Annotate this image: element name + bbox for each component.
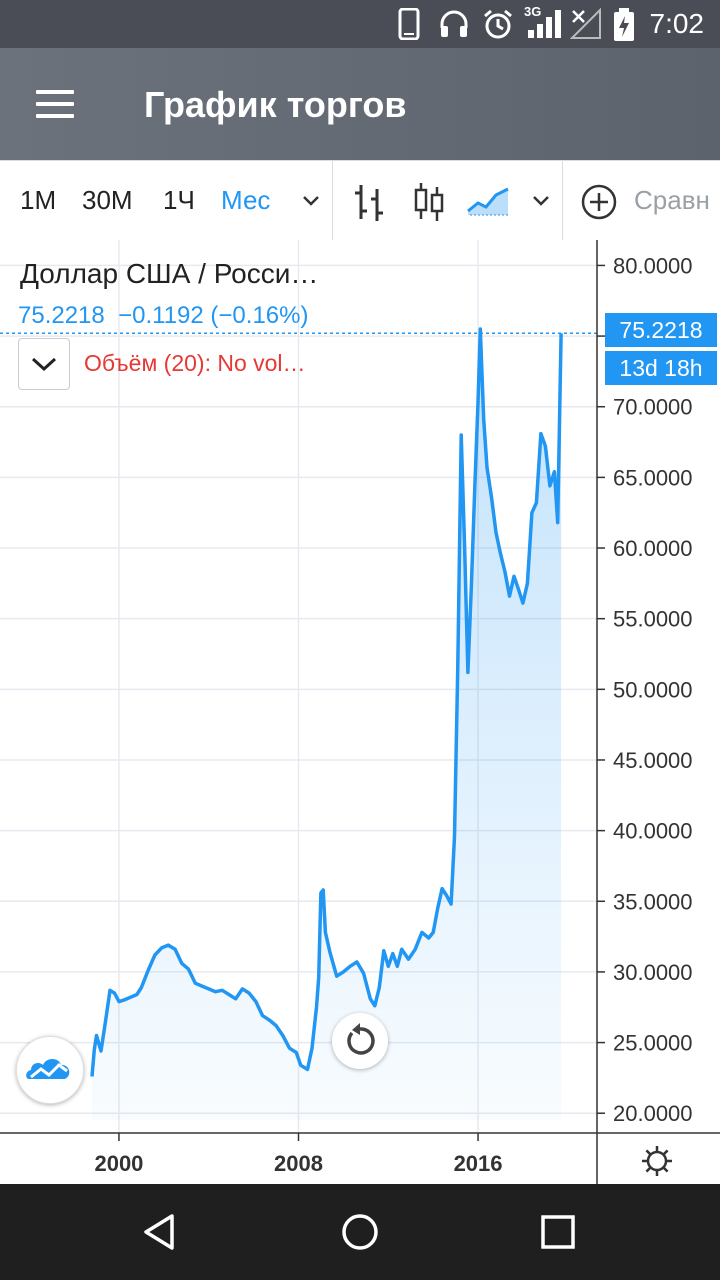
area-chart-icon[interactable] <box>466 185 510 219</box>
y-tick-label: 40.0000 <box>613 819 693 844</box>
legend-collapse-button[interactable] <box>18 338 70 390</box>
chart-area[interactable]: 80.000075.000070.000065.000060.000055.00… <box>0 240 720 1184</box>
cloud-logo-icon <box>26 1059 70 1079</box>
home-icon[interactable] <box>340 1212 380 1252</box>
timeframe-dropdown-chevron-icon[interactable] <box>300 191 322 211</box>
no-signal-icon <box>570 8 601 39</box>
back-icon[interactable] <box>140 1212 180 1252</box>
price-change: −0.1192 <box>118 302 204 329</box>
last-price-tag: 75.2218 <box>605 313 717 347</box>
recents-icon[interactable] <box>540 1214 576 1250</box>
symbol-values: 75.2218 −0.1192 (−0.16%) <box>18 302 308 330</box>
price-chart[interactable]: 80.000075.000070.000065.000060.000055.00… <box>0 240 720 1184</box>
network-type-label: 3G <box>524 4 542 19</box>
toolbar-divider <box>562 161 563 241</box>
chart-type-dropdown-chevron-icon[interactable] <box>530 191 552 211</box>
y-tick-label: 60.0000 <box>613 536 693 561</box>
y-tick-label: 45.0000 <box>613 748 693 773</box>
bars-chart-icon[interactable] <box>352 183 386 223</box>
y-tick-label: 30.0000 <box>613 960 693 985</box>
last-price: 75.2218 <box>18 302 105 329</box>
alarm-icon <box>484 9 512 39</box>
y-tick-label: 65.0000 <box>613 465 693 490</box>
timeframe-month[interactable]: Мес <box>221 185 271 215</box>
y-tick-label: 55.0000 <box>613 607 693 632</box>
reset-chart-button[interactable] <box>332 1013 388 1069</box>
clock: 7:02 <box>649 8 705 39</box>
battery-icon <box>614 8 634 41</box>
x-tick-label: 2016 <box>454 1151 503 1176</box>
compare-button-label[interactable]: Сравн <box>634 185 710 215</box>
toolbar-divider <box>332 161 333 241</box>
page-title: График торгов <box>144 84 407 125</box>
y-tick-label: 70.0000 <box>613 395 693 420</box>
price-line <box>90 327 563 1077</box>
symbol-name[interactable]: Доллар США / Росси… <box>20 258 319 289</box>
app-bar: График торгов <box>0 48 720 160</box>
candles-chart-icon[interactable] <box>412 181 446 223</box>
price-change-percent: (−0.16%) <box>210 302 309 329</box>
y-tick-label: 80.0000 <box>613 253 693 278</box>
price-area-fill <box>92 329 562 1121</box>
volume-indicator-label[interactable]: Объём (20): No vol… <box>84 350 306 376</box>
headphones-icon <box>440 10 468 37</box>
status-bar: 3G 7:02 <box>0 0 720 48</box>
settings-gear-icon[interactable] <box>642 1146 672 1176</box>
y-tick-label: 25.0000 <box>613 1031 693 1056</box>
phone-icon <box>398 8 420 40</box>
navigation-bar <box>0 1184 720 1280</box>
timeframe-1h[interactable]: 1Ч <box>163 185 195 215</box>
chart-toolbar: 1M 30M 1Ч Мес Сравн <box>0 160 720 242</box>
reset-icon <box>347 1023 375 1055</box>
timeframe-30m[interactable]: 30M <box>82 185 133 215</box>
signal-icon <box>528 10 561 38</box>
x-tick-label: 2000 <box>94 1151 143 1176</box>
chevron-down-icon <box>31 357 57 372</box>
tradingview-logo-button[interactable] <box>16 1036 84 1104</box>
y-tick-label: 35.0000 <box>613 889 693 914</box>
y-tick-label: 20.0000 <box>613 1101 693 1126</box>
y-tick-label: 50.0000 <box>613 677 693 702</box>
add-compare-icon[interactable] <box>580 183 618 221</box>
menu-icon[interactable] <box>36 90 76 120</box>
bar-countdown-tag: 13d 18h <box>605 351 717 385</box>
timeframe-1m[interactable]: 1M <box>20 185 57 215</box>
x-tick-label: 2008 <box>274 1151 323 1176</box>
